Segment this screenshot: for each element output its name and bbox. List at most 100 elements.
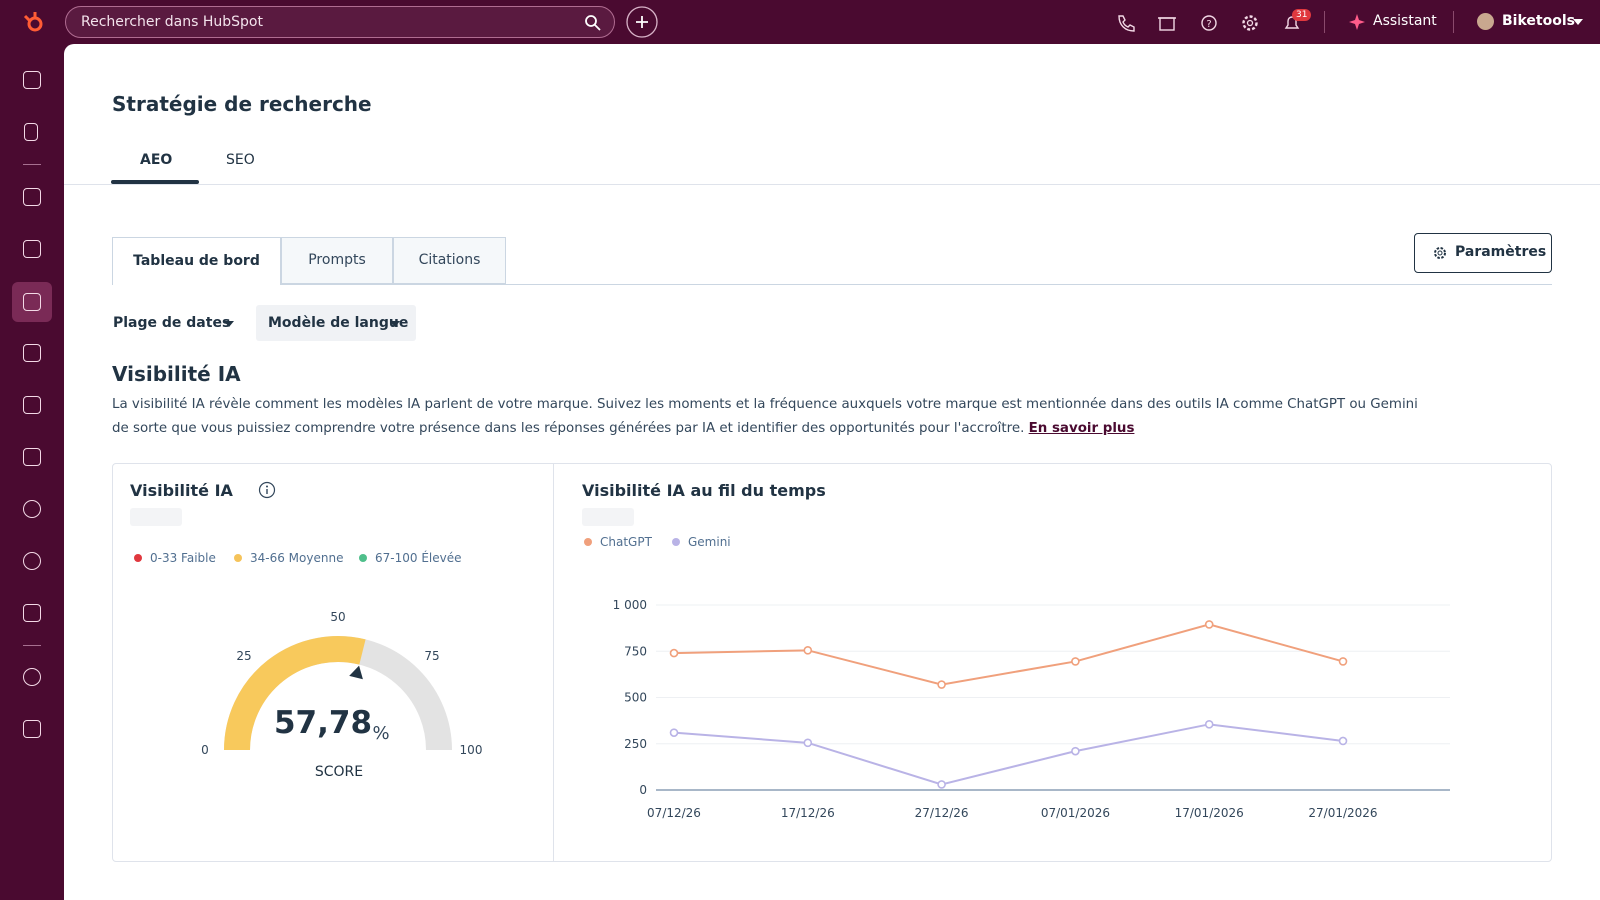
settings-label: Paramètres [1455, 244, 1547, 260]
data-point [1338, 657, 1348, 666]
y-tick-label: 1 000 [613, 598, 647, 612]
placeholder-badge [582, 508, 634, 526]
account-menu[interactable]: Biketools [1502, 13, 1575, 29]
tab[interactable]: SEO [226, 152, 255, 168]
divider [553, 464, 554, 861]
gauge-score: 57,78 [274, 705, 372, 741]
x-tick-label: 07/12/26 [647, 806, 701, 820]
legend-label: 67-100 Élevée [375, 550, 461, 565]
line-chart: ChatGPT Gemini 0 250 500 750 1 000 07/12/26 17/1… [584, 535, 1450, 820]
data-point [669, 728, 679, 737]
page-title: Stratégie de recherche [112, 92, 372, 116]
separator [23, 645, 41, 646]
tab-active[interactable]: AEO [140, 152, 173, 168]
data-point [1204, 620, 1214, 629]
model-filter[interactable]: Modèle de langue [256, 305, 416, 341]
nav-marketing[interactable] [23, 240, 41, 258]
notification-badge: 31 [1292, 9, 1312, 21]
legend-label: 0-33 Faible [150, 551, 216, 565]
data-point [937, 780, 946, 789]
nav-home[interactable] [23, 71, 41, 89]
legend-label: ChatGPT [600, 535, 653, 549]
search-box[interactable]: Rechercher dans HubSpot [65, 6, 615, 38]
legend-dot [134, 554, 142, 562]
section-title: Visibilité IA [112, 362, 241, 386]
divider [64, 184, 1600, 185]
x-tick-label: 27/12/26 [915, 806, 969, 820]
data-point [1204, 720, 1214, 729]
date-filter[interactable]: Plage de dates [113, 315, 231, 331]
divider [112, 284, 1552, 285]
svg-text:?: ? [1206, 19, 1211, 30]
gauge-tick-label: 50 [330, 610, 345, 624]
data-point [1338, 736, 1348, 746]
x-tick-label: 27/01/2026 [1308, 806, 1377, 820]
caret [1573, 19, 1583, 25]
placeholder-badge [130, 508, 182, 526]
legend-dot [359, 554, 367, 562]
learn-more-link[interactable]: En savoir plus [1028, 421, 1135, 436]
model-filter-label: Modèle de langue [268, 315, 409, 331]
gauge-caption: SCORE [315, 764, 363, 780]
gauge-unit: % [372, 723, 389, 744]
y-tick-label: 0 [639, 783, 647, 797]
side-nav [0, 44, 64, 900]
search-placeholder: Rechercher dans HubSpot [81, 14, 263, 30]
search-icon [585, 15, 601, 31]
nav-data[interactable] [23, 500, 41, 518]
gauge-value-arc [224, 636, 366, 751]
data-point [937, 680, 946, 689]
gauge-tick-label: 75 [424, 649, 439, 663]
settings-button[interactable]: Paramètres [1414, 233, 1552, 273]
gauge-pointer [349, 665, 363, 680]
section-description: La visibilité IA révèle comment les modè… [112, 397, 1418, 412]
y-tick-label: 750 [624, 644, 647, 658]
y-tick-label: 500 [624, 691, 647, 705]
y-tick-label: 250 [624, 737, 647, 751]
nav-contacts[interactable] [23, 188, 41, 206]
subtab[interactable]: Citations [393, 237, 506, 284]
legend-label: Gemini [688, 535, 731, 549]
main-panel [64, 44, 1600, 900]
chart-card [112, 463, 1552, 862]
line-chart-title: Visibilité IA au fil du temps [582, 481, 826, 500]
nav-dev[interactable] [23, 720, 41, 738]
description-line: de sorte que vous puissiez comprendre vo… [112, 421, 1025, 436]
nav-commerce[interactable] [23, 344, 41, 362]
series-line [673, 723, 1344, 786]
gauge-title: Visibilité IA [130, 481, 233, 500]
nav-sales[interactable] [23, 396, 41, 414]
subtab[interactable]: Prompts [281, 237, 393, 284]
data-point [669, 648, 679, 658]
data-point [1071, 657, 1080, 666]
info-icon[interactable] [258, 481, 276, 499]
caret [224, 321, 234, 327]
subtab-active[interactable]: Tableau de bord [112, 237, 281, 285]
legend-dot [672, 538, 680, 546]
x-tick-label: 17/01/2026 [1175, 806, 1244, 820]
separator [1453, 11, 1454, 33]
nav-service[interactable] [23, 448, 41, 466]
assistant-button[interactable]: Assistant [1373, 13, 1437, 29]
nav-bookmarks[interactable] [24, 123, 38, 141]
nav-reports[interactable] [23, 604, 41, 622]
create-button[interactable] [625, 6, 659, 40]
nav-ai[interactable] [23, 668, 41, 686]
nav-content-active[interactable] [12, 282, 52, 322]
x-tick-label: 07/01/2026 [1041, 806, 1110, 820]
series-line [673, 623, 1344, 686]
assistant-icon [1349, 14, 1365, 30]
separator [23, 164, 41, 165]
top-bar: Rechercher dans HubSpot ? 31 Assistant B… [0, 0, 1600, 44]
caret [390, 321, 400, 327]
x-tick-label: 17/12/26 [781, 806, 835, 820]
avatar [1477, 13, 1494, 30]
gauge-tick-label: 0 [201, 743, 209, 757]
nav-automation[interactable] [23, 552, 41, 570]
separator [1324, 11, 1325, 33]
data-point [803, 646, 813, 655]
logo[interactable] [20, 9, 46, 35]
top-icons[interactable]: ? [1116, 13, 1316, 33]
